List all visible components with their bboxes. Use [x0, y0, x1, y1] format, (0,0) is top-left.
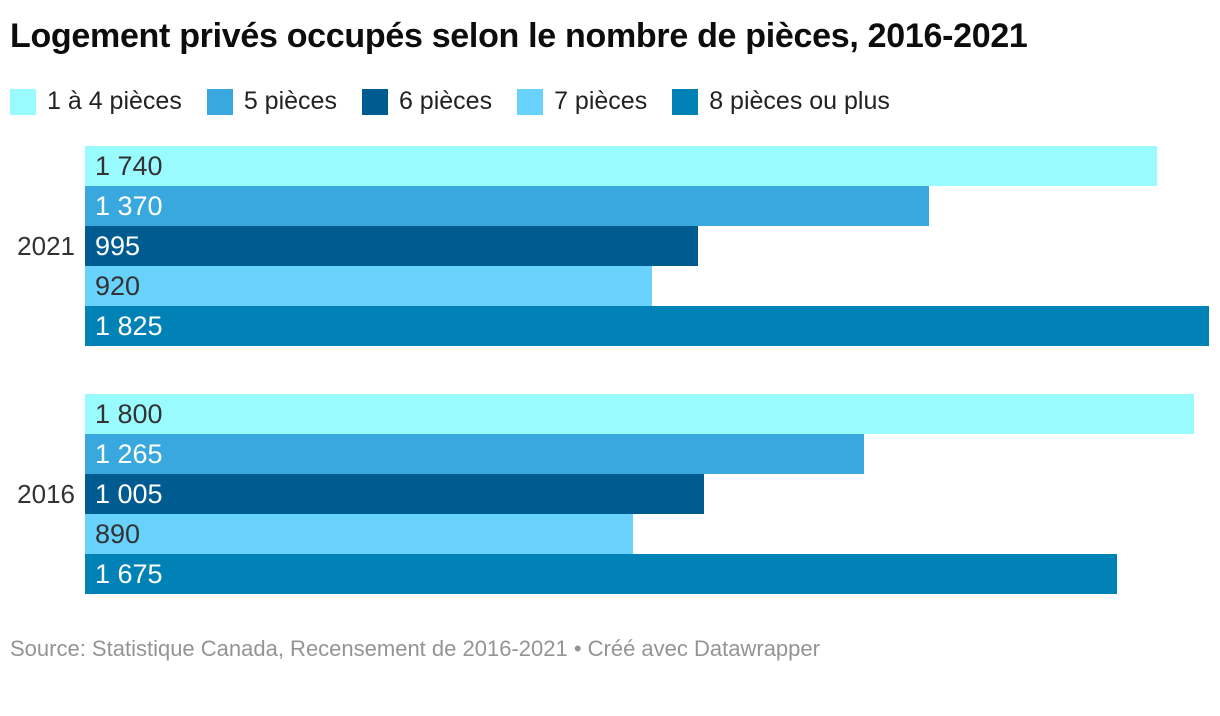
bar-2021-series-4: 920: [85, 266, 652, 306]
chart-title: Logement privés occupés selon le nombre …: [10, 17, 1028, 55]
bar-2016-series-4: 890: [85, 514, 634, 554]
bar-value-label: 1 675: [95, 558, 163, 589]
bar-value-label: 995: [95, 230, 141, 261]
bar-group-2016: 2016 1 800 1 265 1 005 890 1 675: [10, 394, 1209, 594]
legend-item-4: 7 pièces: [517, 87, 647, 116]
bar-2016-series-5: 1 675: [85, 554, 1117, 594]
legend-label: 1 à 4 pièces: [47, 87, 182, 115]
legend-item-1: 1 à 4 pièces: [10, 87, 182, 116]
legend-swatch: [10, 88, 36, 115]
bar-2016-series-3: 1 005: [85, 474, 704, 514]
legend: 1 à 4 pièces 5 pièces 6 pièces 7 pièces 8 pi…: [10, 87, 1209, 116]
bar-value-label: 1 740: [95, 150, 163, 181]
bar-2016-series-1: 1 800: [85, 394, 1194, 434]
legend-swatch: [517, 88, 544, 115]
bar-value-label: 1 825: [95, 310, 163, 341]
legend-item-5: 8 pièces ou plus: [672, 87, 890, 116]
bar-value-label: 1 370: [95, 190, 163, 221]
bar-2016-series-2: 1 265: [85, 434, 865, 474]
bar-chart: 2021 1 740 1 370 995 920 1 825 2016 1 800 1 265 1…: [10, 146, 1209, 594]
bar-value-label: 1 265: [95, 438, 163, 469]
legend-item-3: 6 pièces: [361, 87, 493, 116]
bars-2016: 1 800 1 265 1 005 890 1 675: [85, 394, 1209, 594]
bar-2021-series-3: 995: [85, 226, 698, 266]
bar-value-label: 1 005: [95, 478, 163, 509]
legend-label: 7 pièces: [554, 87, 648, 115]
legend-item-2: 5 pièces: [206, 87, 337, 116]
legend-label: 5 pièces: [243, 87, 337, 115]
bar-2021-series-2: 1 370: [85, 186, 929, 226]
source-footer: Source: Statistique Canada, Recensement …: [10, 636, 820, 661]
bar-value-label: 920: [95, 270, 141, 301]
bar-value-label: 1 800: [95, 398, 163, 429]
legend-swatch: [672, 88, 699, 115]
bar-2021-series-1: 1 740: [85, 146, 1157, 186]
bars-2021: 1 740 1 370 995 920 1 825: [85, 146, 1209, 346]
bar-group-2021: 2021 1 740 1 370 995 920 1 825: [10, 146, 1209, 346]
group-label-2016: 2016: [17, 478, 75, 509]
bar-value-label: 890: [95, 518, 141, 549]
legend-swatch: [206, 88, 233, 115]
bar-2021-series-5: 1 825: [85, 306, 1209, 346]
group-label-2021: 2021: [17, 230, 75, 261]
legend-label: 6 pièces: [398, 87, 493, 115]
legend-swatch: [361, 88, 388, 115]
legend-label: 8 pièces ou plus: [709, 87, 890, 115]
